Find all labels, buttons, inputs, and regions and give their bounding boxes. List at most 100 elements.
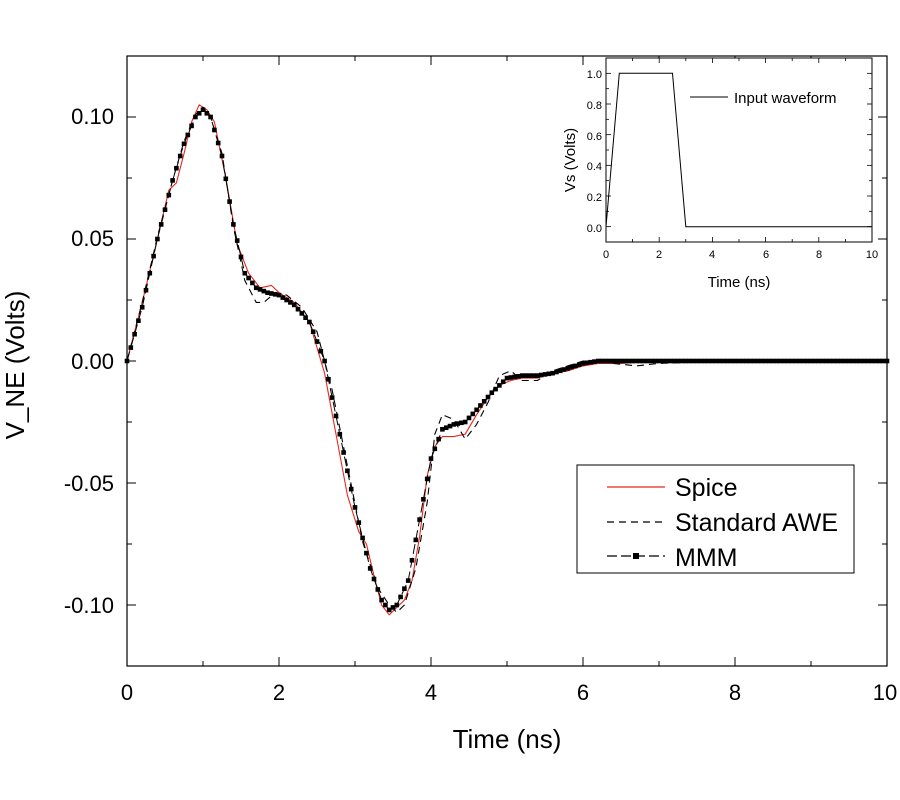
- mmm-marker: [299, 311, 305, 316]
- mmm-marker: [614, 358, 620, 364]
- inset-x-axis-title: Time (ns): [708, 274, 771, 291]
- mmm-marker: [652, 358, 658, 364]
- series-line-input-waveform: [605, 72, 872, 228]
- mmm-marker: [576, 362, 582, 367]
- mmm-marker: [569, 364, 574, 370]
- mmm-marker: [820, 358, 825, 364]
- mmm-marker: [436, 436, 441, 442]
- mmm-marker: [550, 370, 555, 376]
- inset-y-tick-label: 1.0: [587, 69, 602, 81]
- inset-axis-ticks: [605, 58, 873, 242]
- mmm-marker: [261, 288, 267, 294]
- mmm-marker: [668, 358, 673, 364]
- mmm-marker: [823, 358, 829, 364]
- legend-label-mmm: MMM: [675, 544, 737, 572]
- mmm-marker: [508, 375, 514, 380]
- mmm-marker: [538, 372, 544, 378]
- main-x-axis-title: Time (ns): [453, 724, 562, 754]
- mmm-marker: [367, 566, 373, 571]
- mmm-marker: [717, 358, 723, 364]
- mmm-marker: [592, 359, 597, 364]
- mmm-marker: [466, 415, 472, 421]
- mmm-marker: [679, 358, 685, 364]
- mmm-marker: [766, 358, 772, 364]
- mmm-marker: [561, 367, 567, 372]
- mmm-marker: [858, 358, 863, 364]
- mmm-marker: [542, 372, 548, 377]
- mmm-marker: [231, 222, 236, 227]
- mmm-marker: [565, 366, 571, 371]
- mmm-marker: [812, 358, 818, 364]
- main-y-tick-label: -0.05: [64, 471, 114, 496]
- mmm-marker: [489, 390, 495, 395]
- mmm-marker: [523, 373, 529, 378]
- inset-plot: 0 2 4 6 8 10 0.0 0.2 0.4 0.6 0.8 1.0 Tim…: [562, 57, 878, 291]
- main-y-axis-title: V_NE (Volts): [0, 291, 30, 440]
- mmm-marker: [139, 305, 145, 310]
- mmm-marker: [462, 419, 468, 425]
- main-y-tick-label: 0.00: [71, 349, 114, 374]
- mmm-marker: [310, 329, 316, 334]
- mmm-marker: [189, 123, 194, 129]
- mmm-marker: [215, 140, 221, 146]
- inset-y-tick-label: 0.4: [587, 161, 602, 173]
- inset-x-tick-label: 4: [709, 249, 715, 261]
- mmm-marker: [379, 597, 384, 603]
- mmm-marker: [166, 192, 172, 198]
- mmm-marker: [778, 358, 783, 364]
- mmm-marker: [626, 358, 631, 364]
- mmm-marker: [861, 358, 867, 364]
- mmm-marker: [136, 318, 141, 323]
- mmm-marker: [478, 403, 483, 408]
- mmm-marker: [698, 358, 704, 364]
- inset-plot-frame: [605, 57, 873, 243]
- mmm-marker: [257, 287, 263, 292]
- inset-x-tick-label: 8: [816, 249, 822, 261]
- mmm-marker: [185, 132, 191, 138]
- mmm-marker: [675, 358, 681, 364]
- mmm-marker: [303, 315, 308, 320]
- mmm-marker: [622, 358, 628, 364]
- mmm-marker: [322, 358, 327, 364]
- mmm-marker: [485, 394, 491, 400]
- mmm-marker: [474, 407, 479, 413]
- mmm-marker: [744, 358, 749, 364]
- mmm-marker: [683, 358, 688, 364]
- mmm-marker: [132, 331, 137, 337]
- main-y-tick-label: 0.05: [71, 226, 114, 251]
- mmm-marker: [147, 270, 153, 276]
- mmm-marker: [352, 505, 358, 510]
- mmm-marker: [789, 358, 795, 364]
- main-x-tick-label: 10: [873, 680, 897, 705]
- mmm-marker: [880, 358, 886, 364]
- mmm-marker: [554, 369, 559, 375]
- mmm-marker: [850, 358, 856, 364]
- mmm-marker: [816, 358, 821, 364]
- mmm-marker: [348, 486, 354, 492]
- mmm-marker: [497, 383, 502, 388]
- mmm-marker: [451, 422, 457, 427]
- inset-x-tick-label: 2: [656, 249, 662, 261]
- mmm-marker: [223, 176, 229, 182]
- mmm-marker: [398, 594, 403, 600]
- mmm-marker: [709, 358, 715, 364]
- mmm-marker: [181, 141, 187, 147]
- mmm-marker: [516, 374, 521, 379]
- mmm-marker: [196, 111, 202, 116]
- mmm-marker: [618, 358, 624, 364]
- mmm-marker: [253, 285, 259, 291]
- mmm-marker: [584, 360, 590, 366]
- mmm-marker: [432, 446, 438, 452]
- mmm-marker: [333, 413, 339, 419]
- mmm-marker: [291, 302, 297, 308]
- mmm-marker: [428, 456, 434, 461]
- mmm-marker: [417, 517, 422, 522]
- mmm-marker: [500, 379, 506, 384]
- mmm-marker: [337, 431, 343, 437]
- mmm-marker: [307, 319, 312, 325]
- mmm-marker: [694, 358, 700, 364]
- inset-series-layer: [605, 72, 872, 228]
- legend-label-spice: Spice: [675, 474, 738, 502]
- main-y-tick-label: 0.10: [71, 104, 114, 129]
